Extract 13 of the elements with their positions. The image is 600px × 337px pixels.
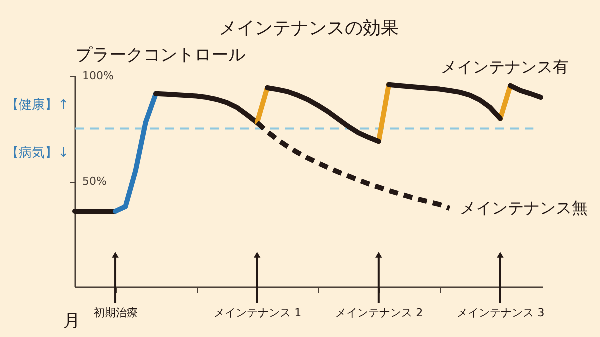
text: 【健康】↑: [6, 98, 69, 113]
y-tick-label: 100%: [82, 70, 114, 82]
series-label: メインテナンス無: [460, 198, 588, 218]
x-axis-title: 月: [64, 312, 80, 332]
text: 【病気】↓: [6, 146, 69, 161]
x-tick-label: メインテナンス 3: [457, 306, 545, 320]
x-tick-label: メインテナンス 1: [214, 306, 302, 320]
x-tick-label: 初期治療: [94, 306, 138, 320]
series-label: メインテナンス有: [440, 58, 569, 77]
y-axis-title: プラークコントロール: [76, 46, 246, 66]
y-tick-label: 50%: [82, 175, 107, 188]
x-tick-label: メインテナンス 2: [336, 306, 424, 320]
chart-title: メインテナンスの効果: [219, 18, 399, 39]
